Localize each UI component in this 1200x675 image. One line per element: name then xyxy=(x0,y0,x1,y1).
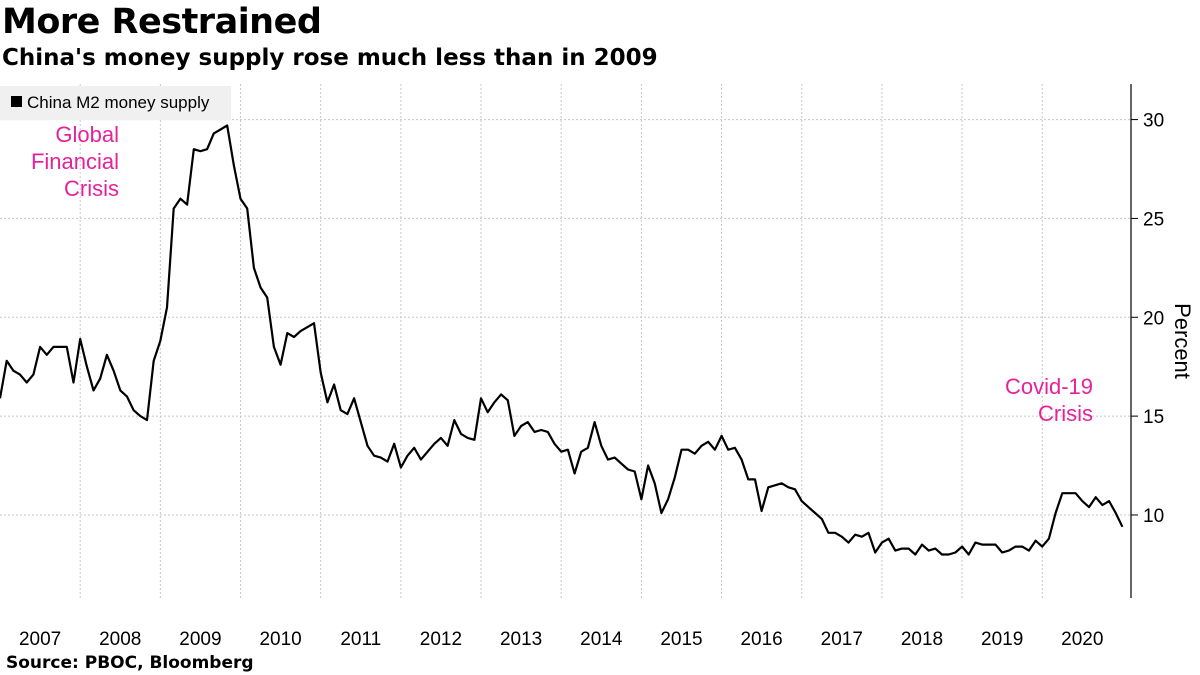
y-tick-label: 10 xyxy=(1143,506,1164,527)
x-tick-label: 2020 xyxy=(1061,629,1103,650)
x-tick-label: 2019 xyxy=(981,629,1023,650)
y-tick-label: 30 xyxy=(1143,111,1164,132)
legend-label: China M2 money supply xyxy=(27,93,210,112)
x-tick-label: 2012 xyxy=(420,629,462,650)
chart-title: More Restrained xyxy=(2,2,322,42)
x-tick-label: 2017 xyxy=(821,629,863,650)
source-note: Source: PBOC, Bloomberg xyxy=(6,653,254,673)
x-tick-label: 2009 xyxy=(179,629,221,650)
y-tick-label: 25 xyxy=(1143,209,1164,230)
annotation-line: Crisis xyxy=(64,176,119,201)
x-tick-label: 2013 xyxy=(500,629,542,650)
legend: China M2 money supply xyxy=(0,86,231,120)
legend-box xyxy=(0,86,231,120)
y-tick-label: 15 xyxy=(1143,407,1164,428)
x-tick-label: 2010 xyxy=(259,629,301,650)
annotation-line: Financial xyxy=(31,149,119,174)
y-tick-label: 20 xyxy=(1143,308,1164,329)
annotation-line: Crisis xyxy=(1038,401,1093,426)
x-tick-label: 2018 xyxy=(901,629,943,650)
x-tick-label: 2014 xyxy=(580,629,623,650)
x-tick-label: 2007 xyxy=(19,629,61,650)
x-tick-label: 2016 xyxy=(740,629,782,650)
annotation-line: Covid-19 xyxy=(1005,374,1093,399)
y-axis-title: Percent xyxy=(1170,303,1195,379)
x-tick-label: 2008 xyxy=(99,629,141,650)
annotation-line: Global xyxy=(55,122,119,147)
chart-subtitle: China's money supply rose much less than… xyxy=(2,45,658,71)
series-line-m2 xyxy=(0,124,1124,556)
x-tick-label: 2011 xyxy=(340,629,381,650)
x-tick-label: 2015 xyxy=(660,629,702,650)
legend-swatch xyxy=(11,96,22,107)
